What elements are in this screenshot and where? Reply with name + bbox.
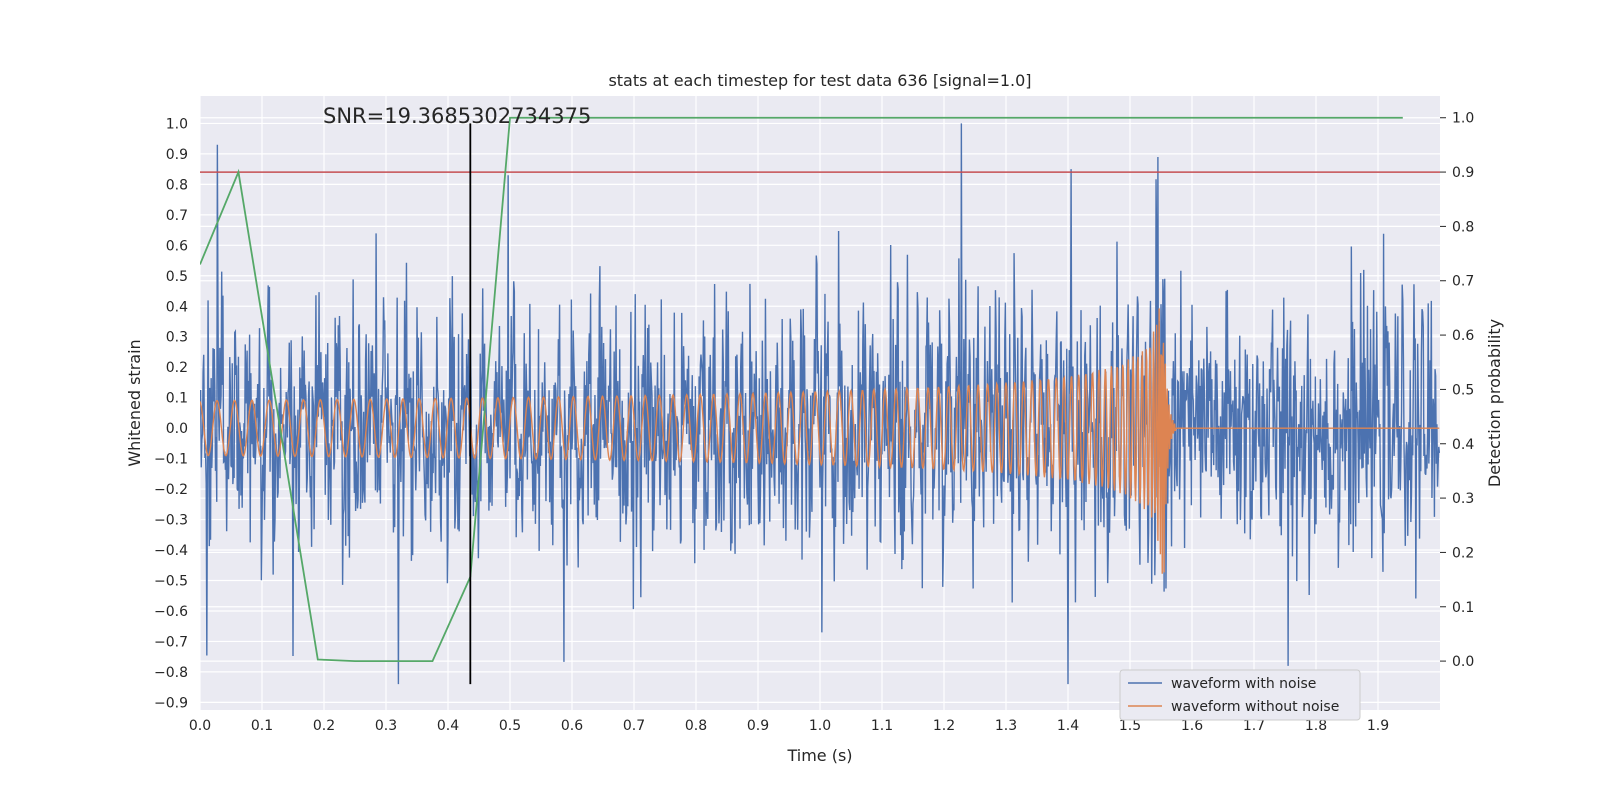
- y2-tick-label: 0.1: [1452, 600, 1474, 616]
- x-tick-label: 1.1: [871, 718, 893, 734]
- y2-tick-label: 0.2: [1452, 545, 1474, 561]
- y-tick-label: 1.0: [166, 116, 188, 132]
- y-tick-label: 0.3: [166, 330, 188, 346]
- x-tick-label: 1.0: [809, 718, 831, 734]
- legend-label-waveform-with-noise: waveform with noise: [1171, 676, 1316, 692]
- x-tick-label: 0.9: [747, 718, 769, 734]
- x-tick-label: 0.8: [685, 718, 707, 734]
- x-tick-label: 1.7: [1243, 718, 1265, 734]
- y-tick-label: 0.9: [166, 147, 188, 163]
- x-tick-label: 1.2: [933, 718, 955, 734]
- y-tick-label: −0.7: [154, 634, 188, 650]
- y2-tick-label: 0.8: [1452, 219, 1474, 235]
- x-tick-label: 0.0: [189, 718, 211, 734]
- x-tick-label: 0.6: [561, 718, 583, 734]
- x-tick-label: 0.7: [623, 718, 645, 734]
- y2-tick-label: 0.9: [1452, 165, 1474, 181]
- y-tick-label: 0.7: [166, 208, 188, 224]
- grid: [199, 96, 1440, 710]
- y2-tick-label: 0.4: [1452, 437, 1474, 453]
- plot-area: [200, 116, 1440, 685]
- y-tick-label: −0.3: [154, 513, 188, 529]
- legend-label-waveform-without-noise: waveform without noise: [1171, 699, 1339, 715]
- x-tick-label: 1.9: [1367, 718, 1389, 734]
- snr-annotation: SNR=19.3685302734375: [323, 104, 591, 128]
- y-tick-label: −0.6: [154, 604, 188, 620]
- y2-axis-label: Detection probability: [1485, 319, 1504, 487]
- y2-tick-label: 0.0: [1452, 654, 1474, 670]
- legend-box: [1119, 669, 1361, 721]
- legend: waveform with noise waveform without noi…: [1119, 669, 1361, 721]
- y-tick-label: −0.4: [154, 543, 188, 559]
- y-tick-label: −0.8: [154, 665, 188, 681]
- series-line-waveform-without-noise: [200, 308, 1440, 574]
- x-axis-ticks: 0.0 0.1 0.2 0.3 0.4 0.5 0.6 0.7 0.8 0.9 1.0 1.1 1.2 1…: [189, 718, 1389, 734]
- x-tick-label: 0.3: [375, 718, 397, 734]
- x-tick-label: 0.1: [251, 718, 273, 734]
- x-tick-label: 1.4: [1057, 718, 1079, 734]
- y-tick-label: −0.9: [154, 695, 188, 711]
- x-tick-label: 0.4: [437, 718, 459, 734]
- x-tick-label: 1.8: [1305, 718, 1327, 734]
- y2-axis-ticks: 0.0 0.1 0.2 0.3 0.4 0.5 0.6 0.7 0.8 0.9 1.0: [1440, 111, 1474, 670]
- y-axis-ticks: −0.9 −0.8 −0.7 −0.6 −0.5 −0.4 −0.3 −0.2 −0.1 0.0 0…: [154, 116, 188, 711]
- y-tick-label: 0.1: [166, 391, 188, 407]
- x-tick-label: 1.6: [1181, 718, 1203, 734]
- y-tick-label: 0.4: [166, 299, 188, 315]
- y2-tick-label: 0.5: [1452, 382, 1474, 398]
- y-tick-label: 0.8: [166, 177, 188, 193]
- x-tick-label: 1.5: [1119, 718, 1141, 734]
- x-tick-label: 1.3: [995, 718, 1017, 734]
- y2-tick-label: 0.6: [1452, 328, 1474, 344]
- y-tick-label: −0.5: [154, 573, 188, 589]
- series-line-detection-probability: [200, 116, 1403, 662]
- y-tick-label: −0.2: [154, 482, 188, 498]
- y-tick-label: 0.5: [166, 269, 188, 285]
- x-axis-label: Time (s): [786, 746, 852, 765]
- x-tick-label: 0.5: [499, 718, 521, 734]
- y-tick-label: 0.0: [166, 421, 188, 437]
- y2-tick-label: 0.7: [1452, 274, 1474, 290]
- y-tick-label: 0.2: [166, 360, 188, 376]
- y-axis-label: Whitened strain: [125, 339, 144, 466]
- y-tick-label: 0.6: [166, 238, 188, 254]
- y-tick-label: −0.1: [154, 452, 188, 468]
- y2-tick-label: 1.0: [1452, 111, 1474, 127]
- chart-title: stats at each timestep for test data 636…: [608, 71, 1031, 90]
- x-tick-label: 0.2: [313, 718, 335, 734]
- y2-tick-label: 0.3: [1452, 491, 1474, 507]
- series-line-waveform-with-noise: [200, 123, 1440, 685]
